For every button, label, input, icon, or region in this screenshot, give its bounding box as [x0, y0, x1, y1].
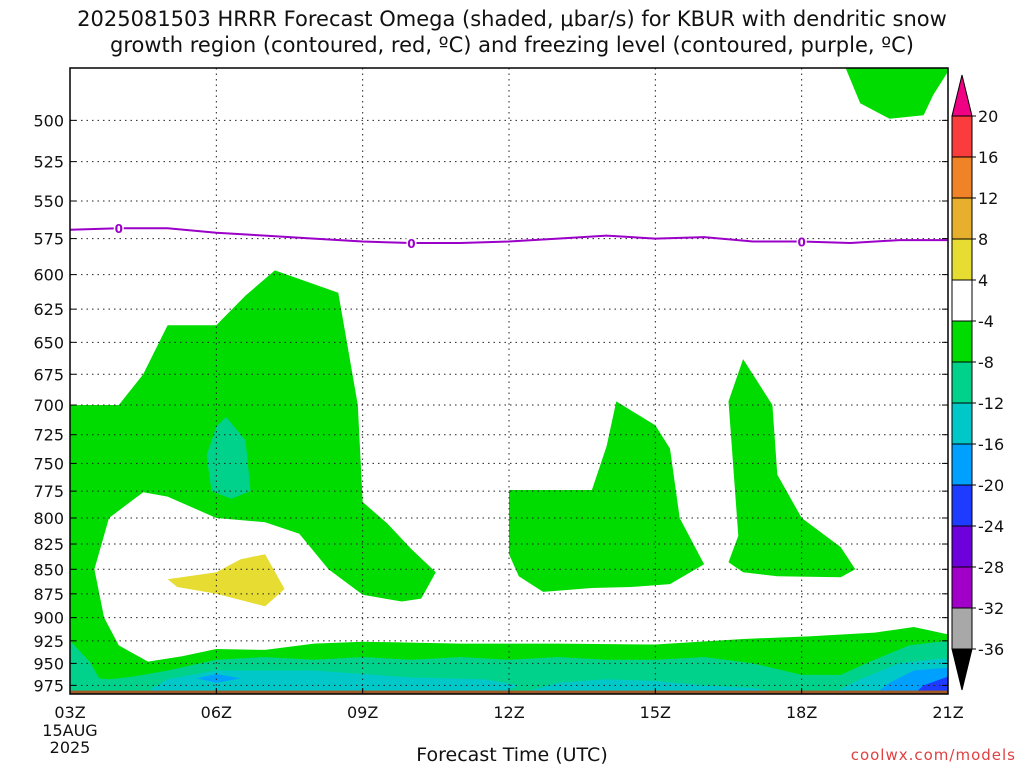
- omega-region-1-level--8: [509, 401, 705, 592]
- colorbar-label--8: -8: [978, 353, 994, 372]
- title-line-1: 2025081503 HRRR Forecast Omega (shaded, …: [77, 7, 947, 31]
- y-tick-label-600: 600: [33, 266, 64, 285]
- x-tick-label-09Z: 09Z: [347, 703, 378, 722]
- freezing-label-bg: [406, 234, 417, 249]
- colorbar-label--24: -24: [978, 517, 1004, 536]
- freezing-level-label: 0: [407, 237, 415, 251]
- colorbar-top-arrow: [951, 74, 973, 117]
- colorbar-swatch-3: [951, 525, 973, 568]
- freezing-label-bg: [113, 220, 124, 235]
- colorbar-swatch-5: [951, 443, 973, 486]
- y-tick-label-825: 825: [33, 535, 64, 554]
- y-tick-label-975: 975: [33, 676, 64, 695]
- y-tick-label-800: 800: [33, 509, 64, 528]
- y-tick-label-725: 725: [33, 426, 64, 445]
- colorbar-swatch-6: [951, 402, 973, 445]
- y-tick-label-525: 525: [33, 153, 64, 172]
- freezing-level-label: 0: [797, 236, 805, 250]
- colorbar-swatch-10: [951, 238, 973, 281]
- colorbar-label-8: 8: [978, 230, 988, 249]
- colorbar-bottom-arrow: [951, 648, 973, 691]
- colorbar-label-12: 12: [978, 189, 998, 208]
- title-line-2: growth region (contoured, red, ºC) and f…: [110, 33, 914, 57]
- y-tick-label-575: 575: [33, 230, 64, 249]
- colorbar-label--16: -16: [978, 435, 1004, 454]
- omega-region-2-level--8: [728, 359, 856, 578]
- colorbar: 20 16 12 8 4 -4 -8 -12 -16 -20 -24 -28 -32 -36: [951, 74, 1004, 691]
- omega-region-11-level--24: [913, 676, 948, 694]
- y-tick-label-750: 750: [33, 454, 64, 473]
- omega-region-3-level--8: [845, 68, 948, 119]
- omega-region-13-level-8: [167, 554, 285, 607]
- colorbar-label-16: 16: [978, 148, 998, 167]
- chart-title: 2025081503 HRRR Forecast Omega (shaded, …: [0, 6, 1024, 58]
- colorbar-label--12: -12: [978, 394, 1004, 413]
- colorbar-swatch-4: [951, 484, 973, 527]
- x-tick-label-21Z: 21Z: [932, 703, 963, 722]
- y-tick-label-700: 700: [33, 396, 64, 415]
- omega-region-6-level--16: [143, 670, 519, 694]
- colorbar-label--36: -36: [978, 640, 1004, 659]
- colorbar-swatch-1: [951, 607, 973, 650]
- colorbar-label--4: -4: [978, 312, 994, 331]
- x-tick-label-12Z: 12Z: [493, 703, 524, 722]
- colorbar-label--32: -32: [978, 599, 1004, 618]
- x-tick-label-15Z: 15Z: [640, 703, 671, 722]
- colorbar-swatch-11: [951, 197, 973, 240]
- y-tick-label-850: 850: [33, 560, 64, 579]
- omega-region-4-level--12: [206, 417, 251, 499]
- omega-region-7-level--16: [518, 679, 792, 694]
- y-tick-label-775: 775: [33, 482, 64, 501]
- freezing-level-line: [70, 227, 948, 245]
- omega-region-0-level--8: [70, 270, 948, 694]
- x-axis-label: Forecast Time (UTC): [416, 744, 608, 766]
- x-date-label-0: 15AUG: [42, 721, 97, 740]
- y-tick-label-625: 625: [33, 300, 64, 319]
- x-date-label-1: 2025: [50, 738, 91, 757]
- colorbar-swatch-7: [951, 361, 973, 404]
- source-credit: coolwx.com/models: [850, 746, 1016, 764]
- x-tick-label-06Z: 06Z: [201, 703, 232, 722]
- axes: 500 525 550 575 600 625 650 675 700 725 750 775 800 8…: [33, 67, 964, 757]
- y-tick-label-875: 875: [33, 585, 64, 604]
- freezing-level-label: 0: [115, 222, 123, 236]
- y-tick-label-500: 500: [33, 111, 64, 130]
- y-tick-label-675: 675: [33, 365, 64, 384]
- colorbar-label--28: -28: [978, 558, 1004, 577]
- freezing-label-bg: [796, 233, 807, 248]
- omega-region-9-level--20: [196, 674, 241, 683]
- y-tick-label-925: 925: [33, 632, 64, 651]
- colorbar-label-20: 20: [978, 107, 998, 126]
- contour-lines: 0 0 0: [70, 220, 948, 251]
- colorbar-swatch-13: [951, 115, 973, 158]
- colorbar-label-4: 4: [978, 271, 988, 290]
- colorbar-swatch-9: [951, 279, 973, 322]
- x-tick-label-18Z: 18Z: [786, 703, 817, 722]
- y-tick-label-650: 650: [33, 333, 64, 352]
- y-tick-label-950: 950: [33, 654, 64, 673]
- colorbar-swatch-2: [951, 566, 973, 609]
- x-tick-label-03Z: 03Z: [54, 703, 85, 722]
- colorbar-label--20: -20: [978, 476, 1004, 495]
- y-tick-label-900: 900: [33, 609, 64, 628]
- colorbar-swatch-12: [951, 156, 973, 199]
- y-tick-label-550: 550: [33, 192, 64, 211]
- colorbar-swatch-8: [951, 320, 973, 363]
